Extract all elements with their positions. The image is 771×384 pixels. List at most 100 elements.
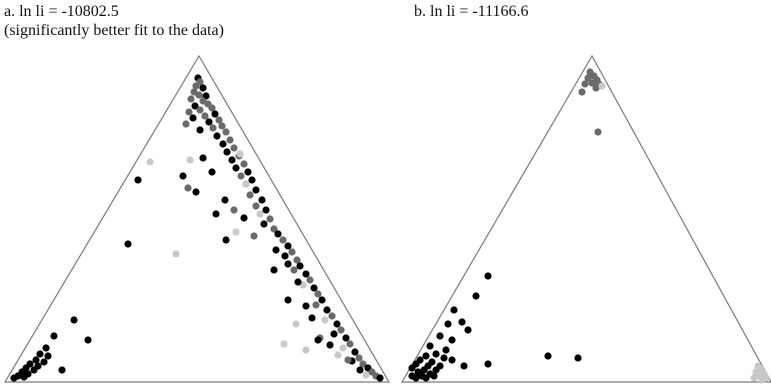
scatter-point [448,336,456,344]
scatter-point [598,82,606,90]
scatter-point [199,84,207,92]
scatter-point [359,360,367,368]
scatter-point [330,330,338,338]
scatter-point [302,270,310,278]
scatter-point [213,132,221,140]
scatter-point [306,276,314,284]
scatter-point [333,320,341,328]
scatter-point [184,184,192,192]
scatter-point [290,266,298,274]
scatter-point [270,266,278,274]
scatter-point [32,356,40,364]
scatter-point [344,356,352,364]
scatter-point [472,292,480,300]
scatter-point [346,340,354,348]
scatter-point [30,366,38,374]
scatter-point [42,344,50,352]
scatter-point [134,176,142,184]
scatter-point [211,110,219,118]
scatter-point [308,314,316,322]
scatter-point [70,316,78,324]
triangle-a [3,54,391,383]
scatter-point [242,180,250,188]
scatter-point [230,206,238,214]
scatter-point [302,302,310,310]
scatter-point [321,316,329,324]
scatter-point [187,95,195,103]
scatter-point [436,332,444,340]
scatter-point [284,242,292,250]
scatter-point [588,79,596,87]
scatter-point [293,256,301,264]
scatter-point [574,354,582,362]
scatter-point [215,116,223,124]
scatter-point [209,124,217,132]
scatter-point [40,358,48,366]
scatter-point [314,290,322,298]
scatter-point [592,84,600,92]
triangle-b [400,54,771,383]
scatter-point [314,336,322,344]
scatter-point [240,214,248,222]
panel-a-title: a. ln li = -10802.5 [4,3,119,20]
scatter-point [464,326,472,334]
scatter-point [266,215,274,223]
scatter-point [186,156,194,164]
scatter-point [581,80,589,88]
scatter-point [226,136,234,144]
scatter-point [179,172,187,180]
scatter-point [355,354,363,362]
scatter-point [221,196,229,204]
scatter-point [430,372,438,380]
scatter-point [484,272,492,280]
scatter-point [189,114,197,122]
scatter-point [544,352,552,360]
scatter-point [334,351,342,359]
scatter-point [281,252,289,260]
scatter-point [250,232,258,240]
scatter-point [270,225,278,233]
scatter-point [328,312,336,320]
scatter-point [199,154,207,162]
scatter-point [458,318,466,326]
scatter-point [280,340,288,348]
scatter-point [342,334,350,342]
scatter-point [296,262,304,270]
scatter-point [252,186,260,194]
scatter-point [272,246,280,254]
scatter-point [312,301,320,309]
scatter-point [420,366,428,374]
scatter-point [10,374,18,382]
scatter-point [237,172,245,180]
scatter-point [356,366,364,374]
ternary-panel-b [400,54,771,384]
scatter-point [192,188,200,196]
scatter-point [58,366,66,374]
scatter-point [228,156,236,164]
scatter-point [284,260,292,268]
scatter-point [274,230,282,238]
scatter-point [584,74,592,82]
scatter-point [248,176,256,184]
scatter-point [440,354,448,362]
scatter-point [196,126,204,134]
scatter-point [351,348,359,356]
scatter-point [185,108,193,116]
scatter-point [460,362,468,370]
scatter-point [258,196,266,204]
scatter-point [288,248,296,256]
scatter-point [594,128,602,136]
scatter-point [412,374,420,382]
scatter-point [318,296,326,304]
scatter-point [124,240,132,248]
scatter-point [422,352,430,360]
scatter-point [240,160,248,168]
scatter-point [218,122,226,130]
scatter-point [219,140,227,148]
scatter-point [376,374,384,382]
scatter-point [236,150,244,158]
scatter-point [208,168,216,176]
scatter-point [244,168,252,176]
scatter-point [36,350,44,358]
